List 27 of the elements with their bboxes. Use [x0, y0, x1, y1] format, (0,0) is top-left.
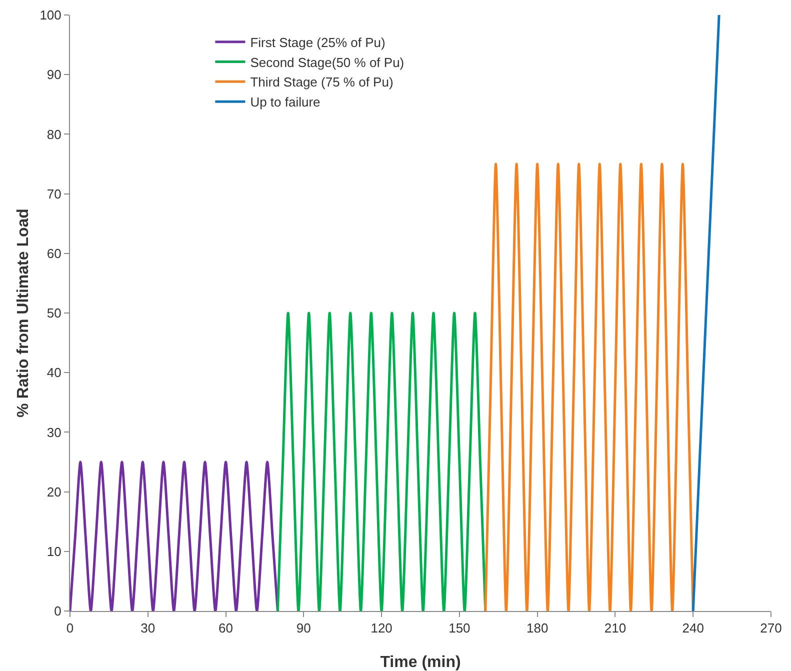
y-tick-label: 10 [46, 544, 62, 559]
y-axis-title: % Ratio from Ultimate Load [15, 208, 32, 418]
legend-label: Second Stage(50 % of Pu) [250, 54, 404, 70]
y-tick-label: 70 [46, 186, 62, 202]
x-tick-label: 30 [140, 620, 156, 636]
x-tick-label: 180 [526, 620, 548, 636]
y-tick-label: 0 [54, 604, 62, 619]
x-tick-label: 0 [66, 620, 74, 636]
x-tick-label: 150 [448, 620, 470, 636]
y-tick-label: 100 [40, 8, 62, 23]
x-tick-label: 120 [370, 620, 392, 636]
x-tick-label: 210 [604, 620, 626, 636]
x-tick-label: 90 [296, 620, 311, 636]
y-tick-label: 30 [46, 424, 62, 440]
legend-label: First Stage (25% of Pu) [250, 34, 386, 50]
y-tick-label: 60 [46, 246, 62, 261]
y-tick-label: 50 [46, 306, 62, 321]
y-tick-label: 80 [46, 126, 62, 142]
y-tick-label: 40 [46, 365, 62, 380]
x-tick-label: 240 [682, 620, 704, 636]
x-axis-title: Time (min) [380, 654, 461, 671]
y-tick-label: 90 [46, 67, 62, 82]
x-tick-label: 60 [218, 620, 234, 636]
y-tick-label: 20 [46, 484, 62, 500]
x-tick-label: 270 [760, 620, 782, 636]
legend-label: Up to failure [250, 94, 320, 110]
legend-label: Third Stage (75 % of Pu) [250, 74, 394, 90]
